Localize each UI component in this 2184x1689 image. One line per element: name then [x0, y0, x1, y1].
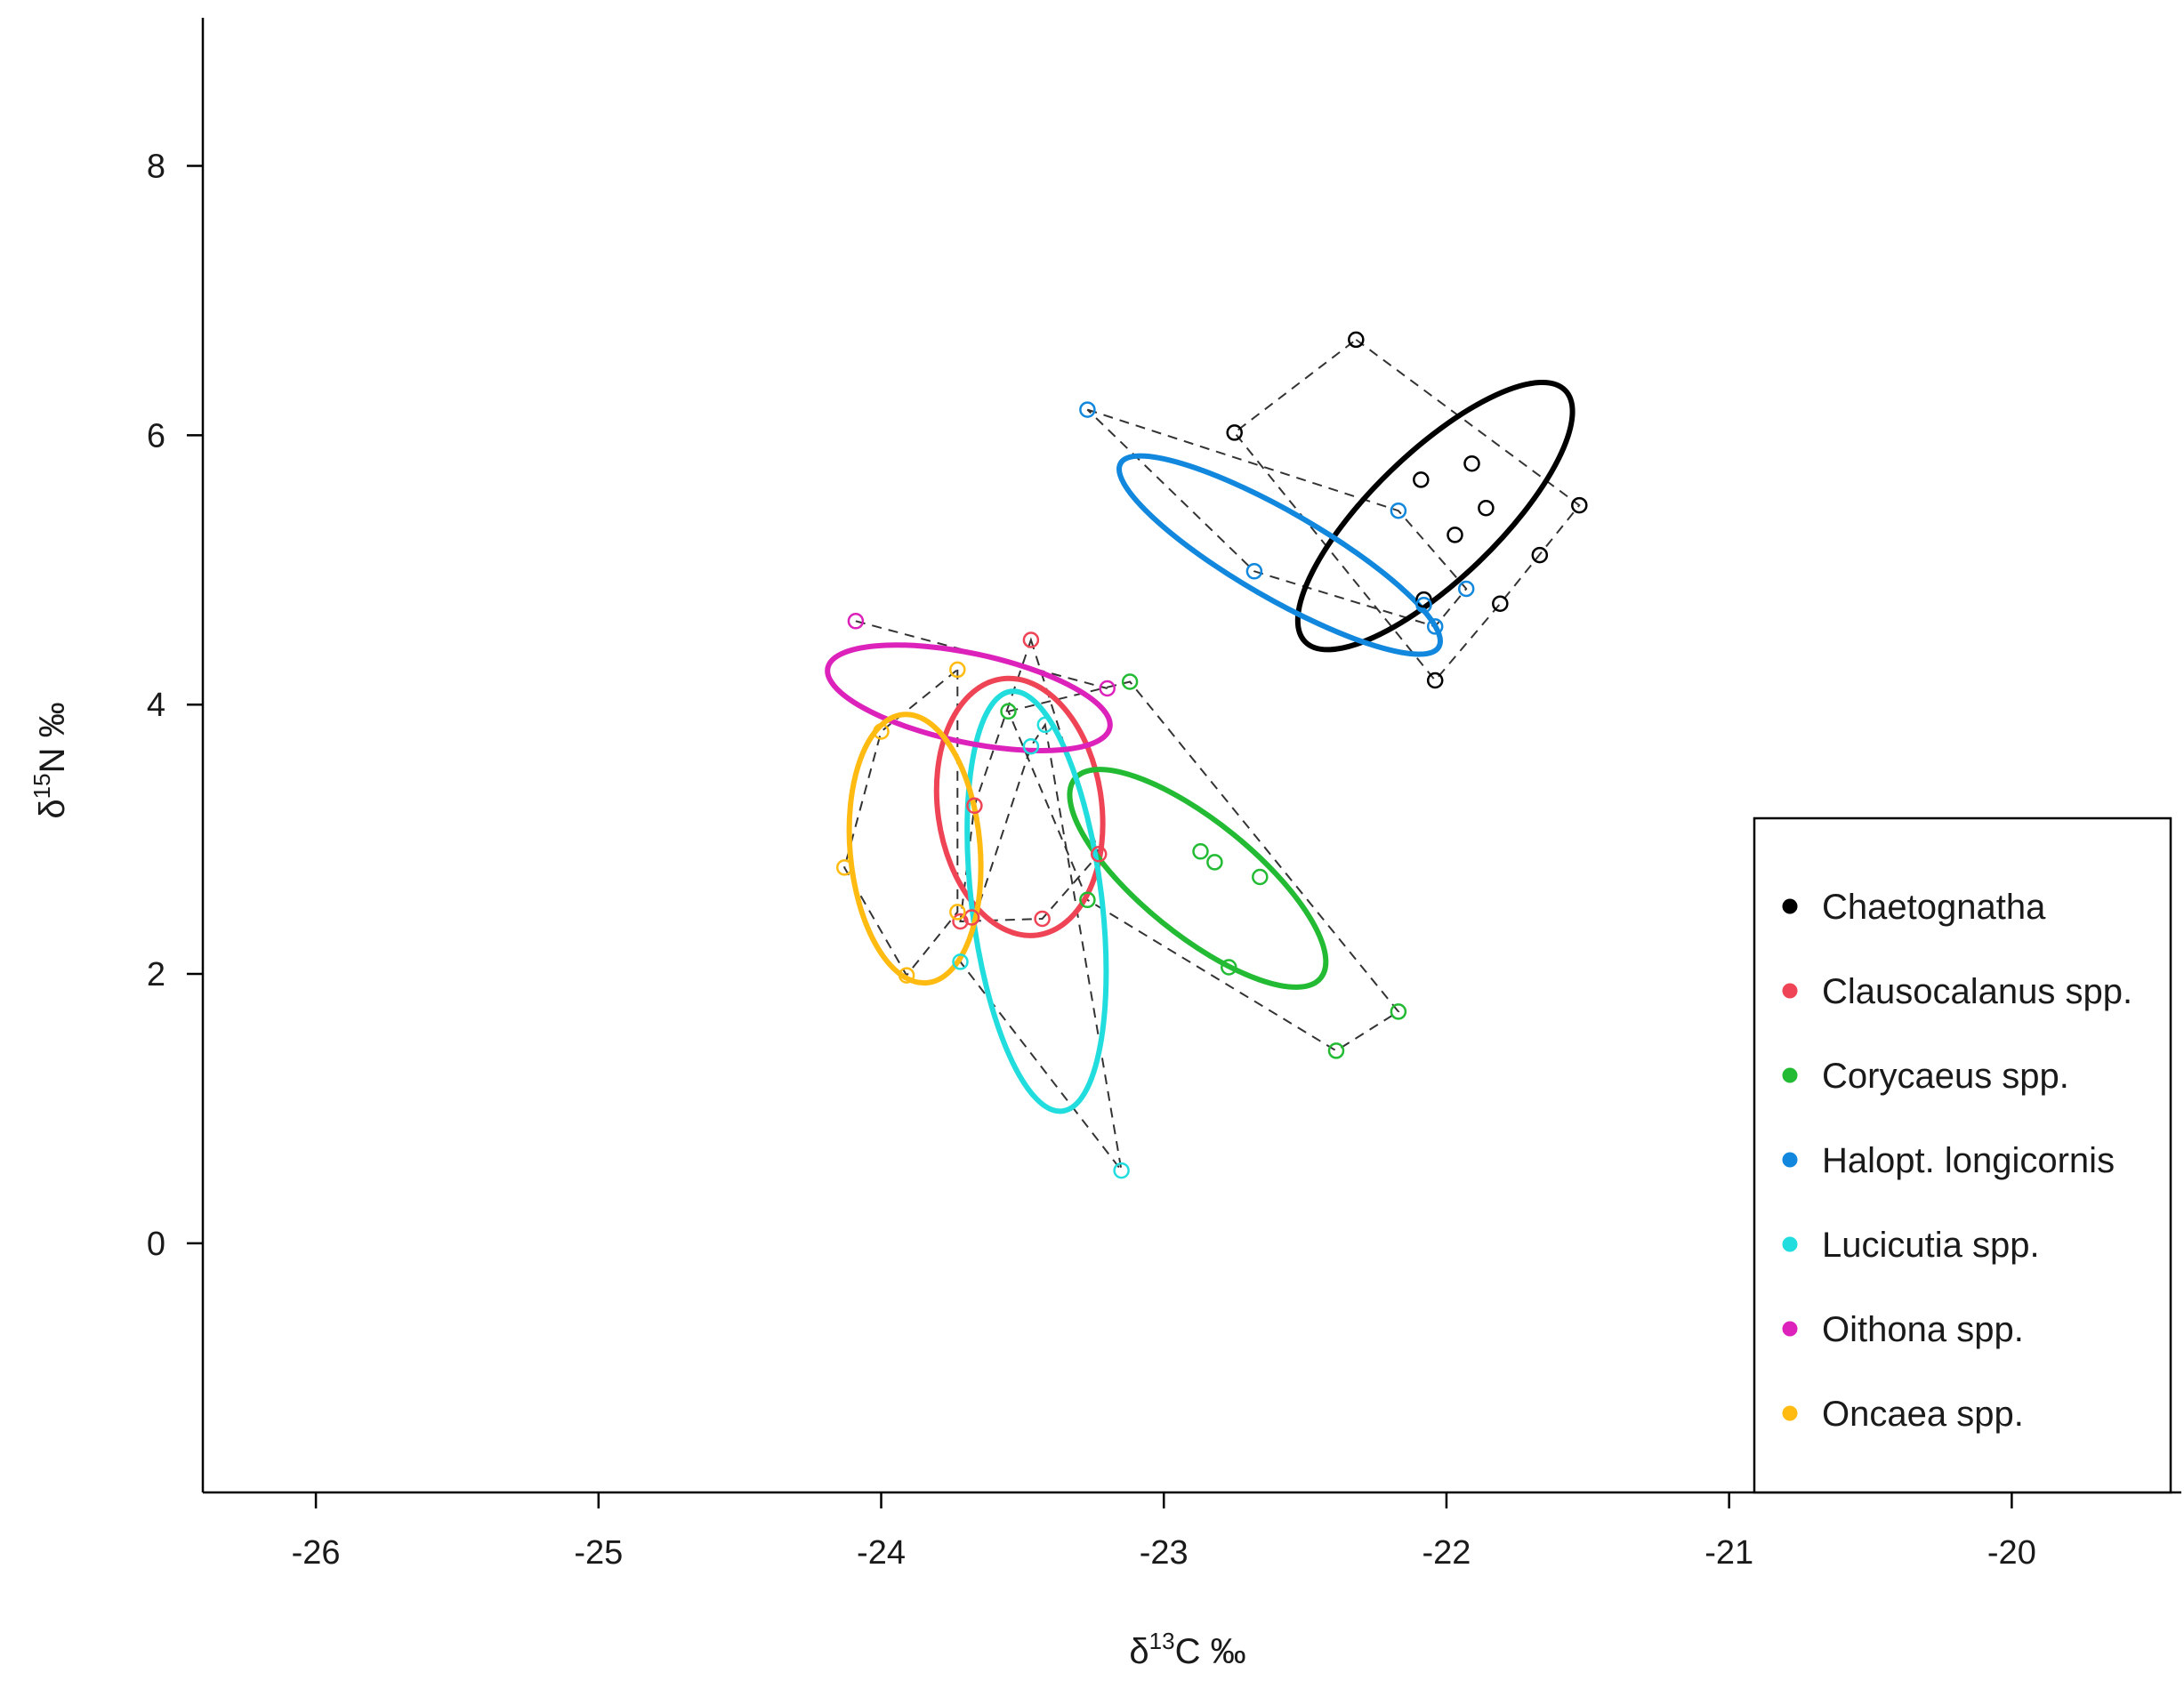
x-tick-label: -20	[1987, 1534, 2036, 1572]
x-tick-label: -21	[1704, 1534, 1753, 1572]
y-tick-label: 0	[147, 1226, 165, 1263]
point-lucicutia-spp-1	[1036, 716, 1054, 734]
legend-marker-halopt-longicornis	[1782, 1152, 1798, 1168]
hull-corycaeus-spp	[1007, 680, 1400, 1052]
point-halopt-longicornis-3	[1245, 563, 1263, 580]
point-clausocalanus-spp-2	[1090, 846, 1108, 863]
y-tick-label: 6	[147, 417, 165, 454]
x-axis-title: δ13C ‰	[1129, 1628, 1245, 1671]
point-clausocalanus-spp-5	[1034, 910, 1051, 928]
legend: Chaetognatha Clausocalanus spp. Corycaeus …	[1753, 816, 2172, 1494]
point-halopt-longicornis-4	[1457, 580, 1475, 598]
ellipse-lucicutia-spp	[964, 688, 1109, 1114]
axes: -26 -25 -24 -23 -22 -21 -20 0 2 4 6 8	[147, 18, 2181, 1572]
point-oncaea-spp-5	[898, 967, 915, 984]
point-halopt-longicornis-2	[1390, 502, 1407, 519]
point-clausocalanus-spp-3	[966, 797, 983, 815]
legend-box	[1753, 816, 2172, 1494]
legend-marker-corycaeus-spp	[1782, 1067, 1798, 1083]
legend-marker-oncaea-spp	[1782, 1405, 1798, 1421]
point-corycaeus-spp-1	[1121, 673, 1139, 690]
ellipse-halopt-longicornis	[1116, 453, 1443, 657]
point-oncaea-spp-4	[949, 904, 966, 921]
point-clausocalanus-spp-1	[1022, 631, 1040, 648]
legend-label-halopt-longicornis: Halopt. longicornis	[1822, 1141, 2115, 1180]
legend-label-oncaea-spp: Oncaea spp.	[1822, 1395, 2024, 1434]
point-chaetognatha-4	[1413, 471, 1430, 488]
y-axis-title-main: N ‰	[33, 702, 72, 773]
legend-marker-oithona-spp	[1782, 1321, 1798, 1337]
point-lucicutia-spp-4	[1113, 1162, 1130, 1179]
y-tick-label: 8	[147, 149, 165, 186]
x-tick-label: -24	[857, 1534, 906, 1572]
hull-halopt-longicornis	[1086, 408, 1468, 628]
data-points	[835, 331, 1588, 1179]
point-corycaeus-spp-9	[1327, 1042, 1345, 1059]
point-chaetognatha-5	[1463, 454, 1480, 472]
x-axis-title-prefix: δ	[1129, 1632, 1148, 1671]
point-chaetognatha-3	[1571, 496, 1588, 514]
legend-label-lucicutia-spp: Lucicutia spp.	[1822, 1226, 2040, 1265]
legend-label-oithona-spp: Oithona spp.	[1822, 1310, 2024, 1349]
y-axis-title-prefix: δ	[33, 799, 72, 818]
point-halopt-longicornis-5	[1415, 596, 1432, 614]
x-tick-label: -22	[1422, 1534, 1471, 1572]
legend-label-chaetognatha: Chaetognatha	[1822, 888, 2046, 927]
x-tick-label: -23	[1140, 1534, 1189, 1572]
point-chaetognatha-7	[1447, 527, 1463, 543]
point-lucicutia-spp-3	[952, 953, 969, 970]
point-chaetognatha-10	[1415, 591, 1432, 608]
y-tick-label: 4	[147, 687, 165, 724]
point-corycaeus-spp-4	[1206, 854, 1223, 871]
legend-label-corycaeus-spp: Corycaeus spp.	[1822, 1057, 2069, 1096]
point-corycaeus-spp-6	[1079, 891, 1096, 909]
legend-marker-lucicutia-spp	[1782, 1236, 1798, 1252]
point-chaetognatha-8	[1531, 546, 1549, 564]
y-axis-title: δ15N ‰	[28, 702, 72, 818]
y-axis-title-sup: 15	[28, 773, 55, 799]
legend-label-clausocalanus-spp: Clausocalanus spp.	[1822, 972, 2132, 1011]
ellipse-oncaea-spp	[846, 712, 984, 986]
hull-oithona-spp	[855, 620, 1108, 689]
point-chaetognatha-2	[1226, 424, 1243, 441]
point-oithona-spp-1	[847, 613, 865, 630]
point-oncaea-spp-3	[835, 859, 853, 876]
y-tick-label: 2	[147, 956, 165, 993]
point-corycaeus-spp-2	[1000, 703, 1017, 720]
point-chaetognatha-6	[1478, 499, 1495, 517]
point-chaetognatha-1	[1348, 331, 1365, 349]
point-corycaeus-spp-8	[1390, 1003, 1407, 1020]
legend-marker-clausocalanus-spp	[1782, 983, 1798, 999]
point-lucicutia-spp-2	[1022, 737, 1040, 755]
point-oncaea-spp-2	[873, 723, 890, 740]
ellipse-oithona-spp	[825, 642, 1113, 753]
point-clausocalanus-spp-4	[952, 913, 969, 930]
x-tick-label: -26	[292, 1534, 341, 1572]
point-clausocalanus-spp-6	[963, 909, 980, 926]
x-axis-title-main: C ‰	[1175, 1632, 1246, 1671]
hull-chaetognatha	[1233, 338, 1581, 682]
x-tick-label: -25	[574, 1534, 623, 1572]
point-oncaea-spp-1	[949, 661, 966, 679]
point-corycaeus-spp-7	[1221, 959, 1237, 976]
point-chaetognatha-9	[1492, 595, 1509, 612]
ellipse-chaetognatha	[1294, 379, 1576, 653]
point-corycaeus-spp-3	[1192, 843, 1209, 860]
point-halopt-longicornis-1	[1079, 401, 1096, 418]
point-corycaeus-spp-5	[1252, 868, 1269, 886]
ellipse-clausocalanus-spp	[933, 675, 1106, 938]
x-axis-title-sup: 13	[1149, 1628, 1175, 1654]
legend-marker-chaetognatha	[1782, 898, 1798, 914]
point-halopt-longicornis-6	[1426, 618, 1444, 635]
point-chaetognatha-11	[1426, 672, 1444, 689]
standard-ellipses	[825, 379, 1576, 1114]
point-oithona-spp-2	[1099, 680, 1116, 697]
